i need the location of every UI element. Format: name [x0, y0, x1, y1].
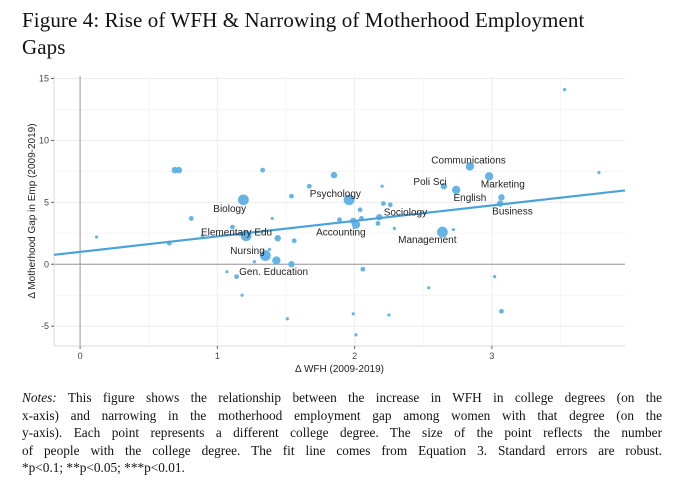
figure-title-line-2: Gaps: [22, 35, 66, 59]
x-tick-label: 1: [215, 351, 220, 361]
point-label: Biology: [213, 204, 246, 215]
data-point: [270, 216, 274, 221]
data-point: [351, 220, 361, 229]
y-axis-label: Δ Motherhood Gap in Emp (2009-2019): [27, 123, 38, 298]
notes-line: of people with the college degree. The f…: [22, 442, 662, 458]
data-point: [357, 207, 363, 213]
data-point: [563, 88, 567, 92]
x-tick-label: 0: [78, 351, 83, 361]
point-label: English: [453, 193, 486, 204]
data-point: [440, 183, 448, 190]
data-point: [427, 286, 431, 290]
point-labels: Communications Poli Sci Marketing English Bu…: [201, 156, 533, 278]
data-point: [238, 194, 249, 206]
point-label: Nursing: [230, 246, 264, 257]
notes-text: This figure shows the relationship betwe…: [56, 390, 662, 405]
data-point: [484, 172, 494, 181]
data-point: [230, 224, 235, 230]
data-point: [465, 162, 475, 171]
point-label: Accounting: [316, 228, 365, 239]
fit-line-group: [53, 189, 626, 256]
point-label: Poli Sci: [413, 177, 446, 188]
y-tick-label: 5: [44, 197, 49, 207]
data-point: [289, 193, 294, 199]
data-point: [225, 270, 229, 274]
data-point: [451, 227, 456, 232]
data-point: [330, 171, 338, 179]
data-point: [354, 333, 358, 337]
y-tick-label: 0: [44, 259, 49, 269]
point-label: Elementary Edu: [201, 228, 272, 239]
data-point: [274, 235, 281, 242]
notes-line: *p<0.1; **p<0.05; ***p<0.01.: [22, 460, 185, 476]
data-point: [380, 184, 384, 188]
data-point: [291, 238, 297, 244]
data-point: [252, 260, 256, 264]
data-point: [285, 317, 289, 321]
scatter-chart: 0 1 2 3 -5 0 5 10 15 Communications Poli Sci Marke…: [27, 73, 626, 375]
x-axis-label: Δ WFH (2009-2019): [295, 364, 384, 375]
notes-line: y-axis). Each point represents a differe…: [22, 425, 662, 441]
point-label: Psychology: [310, 189, 361, 200]
data-point: [597, 171, 601, 175]
point-label: Management: [398, 235, 457, 246]
data-point: [94, 235, 99, 239]
data-point: [234, 274, 239, 280]
data-point: [175, 166, 183, 174]
data-point: [272, 256, 281, 265]
data-point: [451, 185, 461, 195]
data-point: [260, 167, 266, 173]
point-label: Communications: [431, 156, 505, 167]
y-tick-label: 10: [39, 135, 49, 145]
x-tick-label: 3: [489, 351, 494, 361]
point-label: Business: [492, 207, 533, 218]
data-point: [499, 308, 504, 314]
data-point: [387, 313, 391, 317]
data-point: [240, 293, 244, 297]
data-point: [337, 217, 342, 223]
data-point: [188, 216, 194, 221]
point-label: Sociology: [384, 208, 427, 219]
data-point: [498, 194, 505, 201]
data-point: [288, 261, 295, 268]
data-point: [200, 234, 204, 238]
y-tick-label: -5: [41, 321, 49, 331]
notes-line: Notes: This figure shows the relationshi…: [22, 389, 662, 407]
axes: 0 1 2 3 -5 0 5 10 15: [39, 73, 625, 361]
gridlines: [54, 76, 625, 346]
point-label: Marketing: [481, 179, 525, 190]
notes-label: Notes:: [22, 390, 57, 405]
fit-line: [53, 189, 626, 256]
data-point: [306, 183, 312, 189]
data-point: [259, 250, 271, 261]
data-point: [381, 201, 386, 206]
data-point: [351, 312, 355, 316]
notes-line: x-axis) and narrowing in the motherhood …: [22, 407, 662, 423]
data-point: [387, 202, 393, 208]
figure-title-line-1: Figure 4: Rise of WFH & Narrowing of Mot…: [22, 8, 585, 32]
data-point: [392, 226, 397, 230]
data-point: [437, 226, 448, 238]
data-point: [267, 247, 272, 251]
data-point: [493, 275, 497, 279]
data-point: [360, 266, 366, 272]
y-tick-label: 15: [39, 73, 49, 83]
data-point: [343, 194, 355, 206]
data-point: [375, 220, 381, 226]
figure-notes: Notes: This figure shows the relationshi…: [22, 389, 662, 477]
point-label: Gen. Education: [239, 267, 308, 278]
x-tick-label: 2: [352, 351, 357, 361]
